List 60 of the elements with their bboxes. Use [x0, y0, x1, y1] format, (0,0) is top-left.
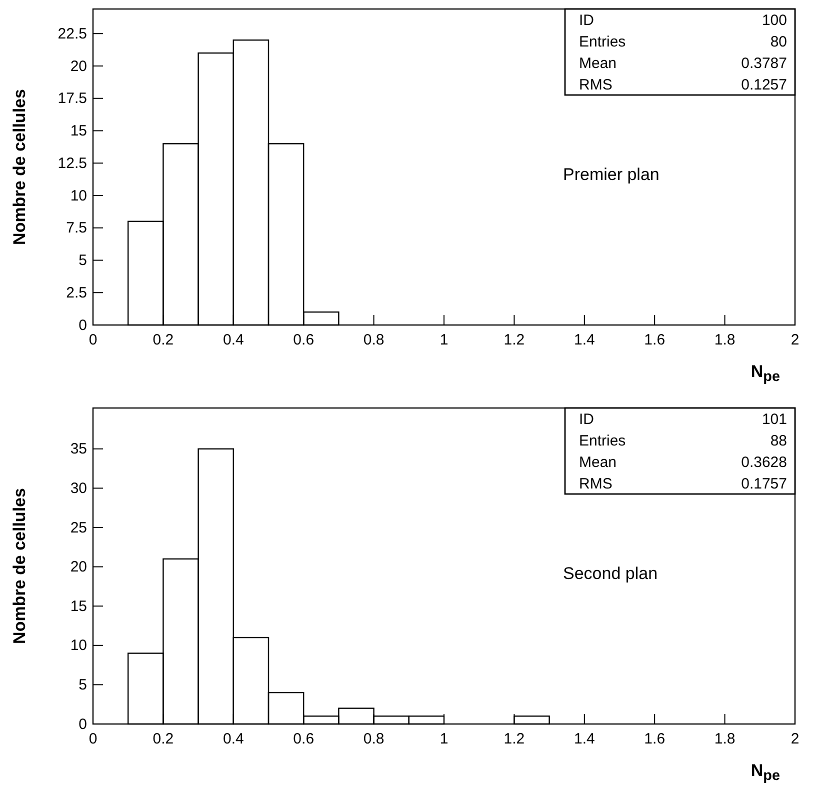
x-tick-label: 0.4: [222, 332, 244, 348]
x-tick-label: 1.8: [714, 332, 736, 348]
annotation: Mean: [579, 55, 617, 72]
x-tick-label: 2: [790, 730, 800, 748]
annotation: ID: [579, 411, 594, 428]
text: Premier plan: [563, 165, 660, 184]
annotation: Mean: [579, 454, 617, 471]
x-tick-label: 2: [790, 332, 800, 348]
x-tick-label: 0.2: [152, 332, 174, 348]
x-tick-label: 1.6: [644, 332, 666, 348]
annotation: 88: [770, 432, 787, 450]
x-tick-label: 1: [440, 730, 448, 748]
y-tick-label: 10: [70, 187, 87, 204]
x-axis-title: N$_{pe}$: [750, 761, 780, 784]
y-tick-label: 10: [70, 637, 87, 654]
annotation: RMS: [579, 76, 612, 94]
y-tick-label: 5: [78, 676, 87, 694]
x-tick-label: 0.6: [293, 730, 314, 748]
annotation: 0.1757: [741, 476, 787, 492]
annotation: RMS: [579, 476, 612, 492]
annotation: 0.1257: [741, 76, 787, 94]
y-tick-label: 0: [78, 716, 87, 733]
y-tick-label: 22.5: [58, 25, 87, 42]
annotation: ID: [579, 12, 594, 29]
annotation: 80: [770, 34, 787, 50]
text: Second plan: [563, 564, 658, 583]
x-tick-label: 0.8: [363, 332, 384, 348]
annotation: 0.3628: [741, 454, 787, 471]
x-tick-label: 0.4: [222, 730, 244, 748]
annotation: Entries: [579, 432, 626, 450]
y-tick-label: 35: [70, 440, 87, 458]
annotation: 100: [762, 12, 787, 29]
y-axis-title: Nombre de cellules: [10, 488, 29, 644]
x-axis-title: N$_{pe}$: [750, 362, 780, 386]
x-tick-label: 1.2: [504, 730, 525, 748]
y-axis-title: Nombre de cellules: [10, 89, 29, 245]
x-tick-label: 1: [440, 332, 448, 348]
y-tick-label: 17.5: [58, 90, 87, 108]
y-tick-label: 7.5: [66, 220, 87, 237]
annotation: 101: [762, 411, 787, 428]
x-tick-label: 1.4: [574, 730, 595, 748]
x-tick-label: 0.6: [293, 332, 314, 348]
y-tick-label: 15: [70, 122, 87, 140]
y-tick-label: 30: [70, 480, 87, 497]
y-tick-label: 20: [70, 558, 87, 576]
y-tick-label: 0: [78, 316, 87, 334]
y-tick-label: 25: [70, 519, 87, 536]
y-tick-label: 20: [70, 58, 87, 75]
y-tick-label: 15: [70, 598, 87, 615]
annotation: 0.3787: [741, 55, 787, 72]
y-tick-label: 2.5: [66, 284, 87, 302]
y-tick-label: 5: [78, 252, 87, 270]
x-tick-label: 0.8: [363, 730, 384, 748]
x-tick-label: 1.8: [714, 730, 736, 748]
x-tick-label: 0.2: [152, 730, 174, 748]
x-tick-label: 1.6: [644, 730, 666, 748]
annotation: Entries: [579, 34, 626, 50]
x-tick-label: 1.4: [574, 332, 595, 348]
y-tick-label: 12.5: [58, 154, 87, 172]
x-tick-label: 1.2: [504, 332, 525, 348]
